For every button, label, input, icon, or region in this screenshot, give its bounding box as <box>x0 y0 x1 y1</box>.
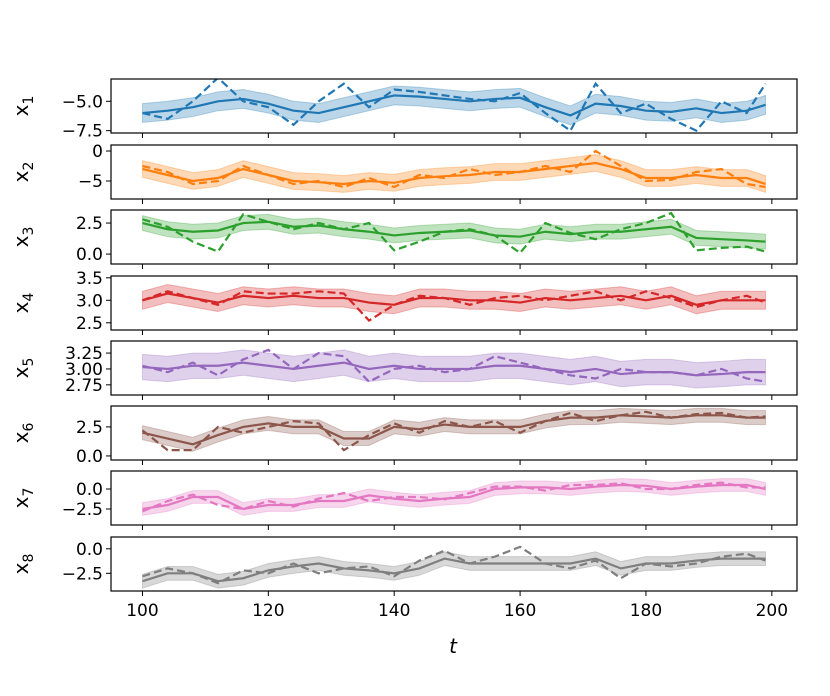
y-tick-label: 3.25 <box>65 344 103 364</box>
y-axis-label-subscript: 4 <box>21 293 37 302</box>
y-axis-label: x8 <box>9 554 37 575</box>
mean-series-line <box>142 557 766 583</box>
y-tick-label: 2.5 <box>76 418 103 438</box>
y-axis-label-subscript: 8 <box>21 554 37 563</box>
plot-area <box>141 478 767 516</box>
y-tick-label: 0.0 <box>76 245 103 265</box>
axes-frame <box>110 275 798 331</box>
subplot-x3: 2.5 0.0 x3 <box>9 209 798 269</box>
axes-frame <box>110 209 798 265</box>
mean-series-line <box>142 483 766 511</box>
y-axis-label-subscript: 1 <box>21 96 37 105</box>
y-axis-label-subscript: 2 <box>21 162 37 171</box>
true-series-line <box>141 410 766 452</box>
subplot-x8: 0.0 −2.5 100 120 140 160 180 200 x8 <box>9 536 798 621</box>
plot-area <box>141 284 767 322</box>
confidence-band <box>141 85 767 126</box>
y-tick-label: 2.75 <box>65 376 103 396</box>
y-tick-label: 0.0 <box>76 480 103 500</box>
true-series-line <box>142 545 766 585</box>
mean-series-line <box>142 361 766 377</box>
y-axis-label: x1 <box>9 96 37 117</box>
axes-frame <box>110 144 798 200</box>
y-axis-label-subscript: 5 <box>21 358 37 367</box>
x-tick-label: 100 <box>126 601 158 621</box>
y-axis-label: x6 <box>9 423 37 444</box>
y-axis-label: x5 <box>9 358 37 379</box>
plot-area <box>141 211 767 255</box>
subplot-x1: −5.0 −7.5 x1 <box>9 78 798 142</box>
y-axis-label: x4 <box>9 293 37 314</box>
plot-area <box>141 545 767 589</box>
x-axis-label: t <box>449 634 458 658</box>
x-tick-label: 160 <box>504 601 536 621</box>
axes-frame <box>110 470 798 526</box>
y-axis-label-subscript: 6 <box>21 423 37 432</box>
y-tick-label: 2.5 <box>76 314 103 334</box>
subplot-x2: 0 −5 x2 <box>9 142 798 204</box>
mean-series-line <box>142 414 766 446</box>
confidence-band <box>141 551 767 589</box>
axes-frame <box>110 340 798 396</box>
y-axis-label: x7 <box>9 488 37 509</box>
y-tick-label: 3.5 <box>76 269 103 289</box>
y-tick-label: 3.0 <box>76 291 103 311</box>
y-tick-label: 2.5 <box>76 214 103 234</box>
plot-area <box>141 149 767 194</box>
y-tick-label: −7.5 <box>62 122 103 142</box>
axes-frame <box>110 405 798 461</box>
y-axis-label: x2 <box>9 162 37 183</box>
x-tick-label: 200 <box>756 601 788 621</box>
axes-frame <box>110 536 798 592</box>
y-tick-label: −2.5 <box>62 564 103 584</box>
true-series-line <box>142 79 767 133</box>
mean-series-line <box>142 161 766 186</box>
mean-series-line <box>142 220 766 243</box>
plot-area <box>141 407 767 452</box>
x-tick-label: 120 <box>252 601 284 621</box>
y-tick-label: 3.00 <box>65 360 103 380</box>
x-tick-label: 140 <box>378 601 410 621</box>
true-series-line <box>142 149 766 189</box>
subplot-x6: 2.5 0.0 x6 <box>9 405 798 467</box>
mean-series-line <box>142 94 766 117</box>
x-tick-label: 180 <box>630 601 662 621</box>
y-tick-label: 0 <box>92 142 103 162</box>
y-tick-label: 0.0 <box>76 447 103 467</box>
y-axis-label-subscript: 7 <box>21 488 37 497</box>
plot-area <box>141 79 767 133</box>
mean-series-line <box>142 292 766 306</box>
subplot-x4: 3.53.0 2.5 x4 <box>9 269 798 335</box>
subplot-x5: 3.253.002.75 x5 <box>9 340 798 400</box>
subplot-x7: 0.0−2.5 x7 <box>9 470 798 530</box>
y-axis-label: x3 <box>9 227 37 248</box>
y-axis-label-subscript: 3 <box>21 227 37 236</box>
y-tick-label: 0.0 <box>76 540 103 560</box>
y-tick-label: −5 <box>78 172 103 192</box>
plot-area <box>141 348 767 389</box>
y-tick-label: −2.5 <box>62 500 103 520</box>
y-tick-label: −5.0 <box>62 92 103 112</box>
axes-frame <box>110 78 798 134</box>
